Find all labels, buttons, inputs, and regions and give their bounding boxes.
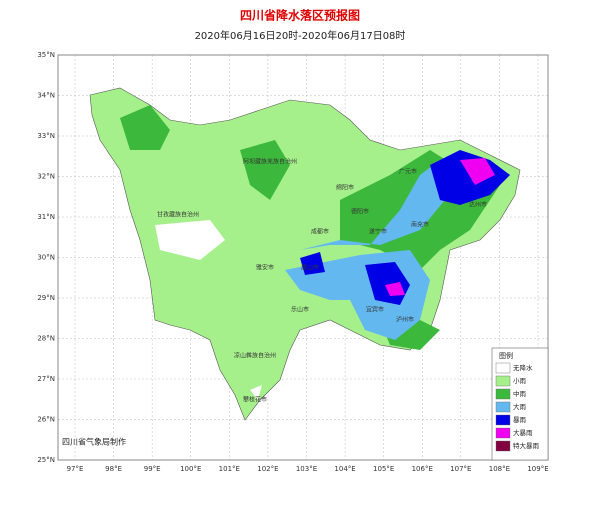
- region-label: 阿坝藏族羌族自治州: [243, 158, 297, 166]
- lat-label: 27°N: [37, 375, 55, 383]
- heavy-rainstorm: [385, 158, 495, 296]
- lat-label: 35°N: [37, 51, 55, 59]
- lon-label: 109°E: [527, 465, 548, 473]
- region-label: 宜宾市: [366, 306, 384, 314]
- legend-label: 特大暴雨: [513, 441, 540, 450]
- region-label: 雅安市: [256, 264, 274, 272]
- region-label: 遂宁市: [369, 228, 387, 236]
- subtitle: 2020年06月16日20时-2020年06月17日08时: [195, 29, 406, 42]
- lon-label: 106°E: [412, 465, 433, 473]
- legend-label: 大雨: [513, 402, 527, 411]
- region-label: 眉山市: [301, 264, 319, 272]
- region-label: 南充市: [411, 221, 429, 229]
- lon-label: 98°E: [105, 465, 122, 473]
- lon-label: 103°E: [296, 465, 317, 473]
- lon-label: 104°E: [334, 465, 355, 473]
- lon-label: 100°E: [180, 465, 201, 473]
- moderate-rain: [120, 105, 500, 350]
- lat-label: 34°N: [37, 92, 55, 100]
- region-label: 凉山彝族自治州: [234, 352, 276, 360]
- lon-label: 107°E: [450, 465, 471, 473]
- legend-label: 中雨: [513, 389, 527, 398]
- legend-label: 大暴雨: [513, 428, 533, 437]
- lat-label: 33°N: [37, 132, 55, 140]
- legend-swatch: [495, 440, 511, 452]
- region-label: 广元市: [399, 168, 417, 176]
- lon-label: 105°E: [373, 465, 394, 473]
- region-label: 攀枝花市: [243, 396, 267, 404]
- lat-label: 31°N: [37, 213, 55, 221]
- legend-label: 小雨: [513, 376, 527, 385]
- region-label: 绵阳市: [336, 184, 354, 192]
- title: 四川省降水落区预报图: [240, 8, 360, 23]
- graticule: 35°N 34°N 33°N 32°N 31°N 30°N 29°N 28°N 27°N 26°N…: [37, 51, 548, 473]
- lon-label: 108°E: [489, 465, 510, 473]
- region-label: 泸州市: [396, 316, 414, 324]
- frame: [57, 54, 549, 461]
- lat-label: 26°N: [37, 416, 55, 424]
- rainstorm: [300, 150, 510, 305]
- region-label: 成都市: [311, 228, 329, 236]
- legend-swatch: [495, 375, 511, 387]
- region-label: 甘孜藏族自治州: [157, 211, 199, 219]
- region-label: 乐山市: [291, 306, 309, 314]
- lon-label: 101°E: [219, 465, 240, 473]
- lat-label: 29°N: [37, 294, 55, 302]
- lat-label: 25°N: [37, 456, 55, 464]
- lat-label: 32°N: [37, 173, 55, 181]
- lon-label: 99°E: [144, 465, 161, 473]
- legend-swatch: [495, 414, 511, 426]
- lat-label: 30°N: [37, 254, 55, 262]
- legend-swatch: [495, 427, 511, 439]
- lat-label: 28°N: [37, 335, 55, 343]
- lon-label: 102°E: [257, 465, 278, 473]
- legend-swatch: [495, 362, 511, 374]
- lon-label: 97°E: [67, 465, 84, 473]
- legend-title: 图例: [499, 351, 513, 360]
- heavy-rain: [285, 160, 470, 340]
- no-rain: [155, 220, 262, 400]
- legend-label: 暴雨: [513, 416, 527, 424]
- legend-swatch: [495, 401, 511, 413]
- legend-label: 无降水: [513, 363, 533, 372]
- legend-swatch: [495, 388, 511, 400]
- region-label: 达州市: [469, 201, 487, 209]
- region-label: 德阳市: [351, 208, 369, 216]
- credit: 四川省气象局制作: [62, 437, 126, 447]
